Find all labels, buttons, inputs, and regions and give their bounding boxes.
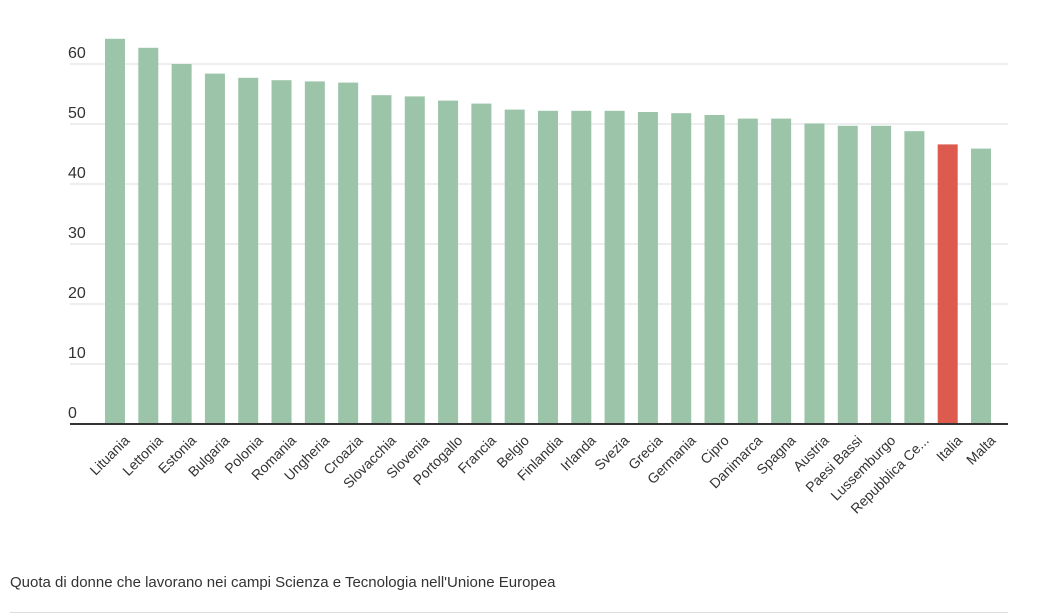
bar-svezia	[604, 110, 625, 425]
bar-irlanda	[571, 110, 592, 425]
bar-romania	[271, 80, 292, 424]
bar-lituania	[105, 38, 125, 425]
bar-polonia	[238, 77, 259, 425]
bar-bulgaria	[204, 73, 225, 424]
bar-cipro	[704, 115, 725, 424]
y-tick-label: 30	[68, 225, 86, 242]
bar-belgio	[504, 109, 525, 424]
x-tick-label: Malta	[963, 432, 999, 468]
bar-ungheria	[304, 81, 325, 425]
x-tick-label: Svezia	[591, 432, 632, 473]
bar-croazia	[338, 82, 359, 424]
bar-paesi-bassi	[837, 125, 858, 425]
x-tick-label: Irlanda	[557, 432, 599, 474]
y-tick-label: 40	[68, 165, 86, 182]
x-tick-label: Francia	[455, 432, 499, 476]
y-tick-label: 10	[68, 345, 86, 362]
bar-danimarca	[737, 118, 758, 424]
bar-malta	[971, 148, 991, 424]
bar-slovacchia	[371, 95, 392, 424]
bar-francia	[471, 103, 492, 424]
y-tick-label: 50	[68, 105, 86, 122]
bar-estonia	[171, 64, 192, 424]
bar-grecia	[637, 112, 658, 424]
y-axis-ticks: 0 10 20 30 40 50 60	[68, 45, 86, 422]
x-tick-label: Italia	[933, 432, 965, 464]
bars	[105, 38, 991, 425]
bar-portogallo	[438, 100, 459, 424]
bar-chart: 0 10 20 30 40 50 60 LituaniaLettoniaEstoniaBul…	[68, 38, 1008, 517]
bar-slovenia	[404, 96, 425, 425]
y-tick-label: 0	[68, 405, 77, 422]
bar-spagna	[771, 118, 792, 424]
divider	[10, 612, 1008, 613]
bar-italia	[937, 144, 958, 424]
y-tick-label: 60	[68, 45, 86, 62]
bar-austria	[804, 123, 825, 425]
bar-repubblica-ce	[904, 131, 925, 424]
bar-lussemburgo	[871, 125, 892, 425]
x-axis-labels: LituaniaLettoniaEstoniaBulgariaPoloniaRo…	[86, 432, 998, 517]
bar-lettonia	[138, 47, 159, 425]
bar-finlandia	[538, 110, 558, 425]
y-tick-label: 20	[68, 285, 86, 302]
bar-germania	[671, 113, 692, 424]
chart-caption: Quota di donne che lavorano nei campi Sc…	[10, 574, 556, 591]
